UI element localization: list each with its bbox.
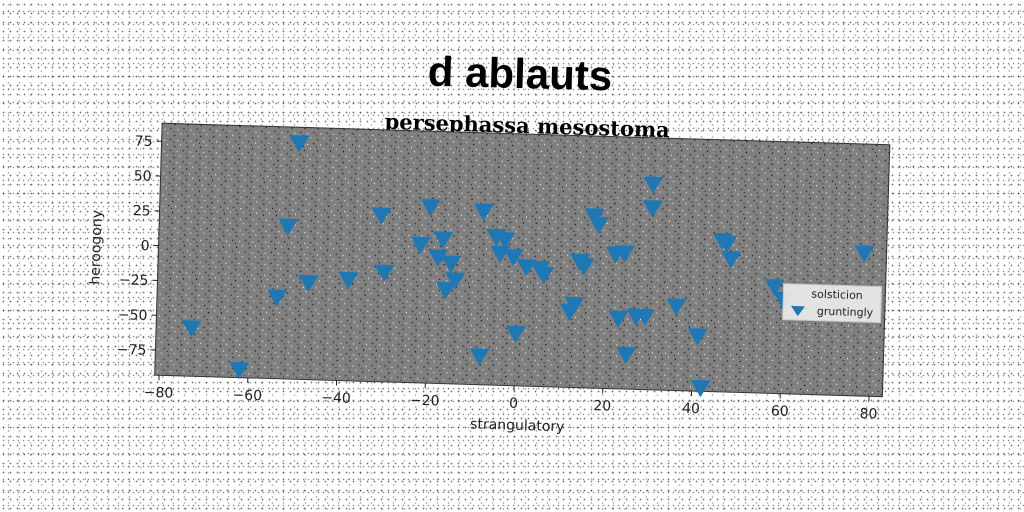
x-axis-label: strangulatory — [470, 416, 565, 435]
scatter-point — [441, 255, 462, 273]
x-axis: −80 −60 −40 −20 0 20 40 60 80 — [144, 375, 878, 423]
x-tick-label: 80 — [859, 406, 877, 423]
scatter-point — [503, 248, 524, 267]
scatter-point — [473, 203, 494, 221]
y-tick-label: 25 — [132, 203, 150, 220]
scatter-point — [338, 271, 359, 290]
legend-box — [782, 283, 883, 324]
scatter-point — [374, 264, 395, 282]
scatter-point — [289, 135, 310, 153]
chart-title: d ablauts — [427, 48, 613, 100]
y-axis-label: heroogony — [87, 210, 105, 285]
y-tick-label: −75 — [117, 342, 147, 359]
y-tick-label: 75 — [135, 133, 153, 150]
scatter-point — [666, 298, 687, 316]
scatter-points — [181, 135, 875, 398]
scatter-point — [608, 310, 629, 328]
scatter-point — [584, 208, 605, 226]
scatter-point — [635, 308, 656, 326]
scatter-point — [721, 251, 742, 269]
scatter-point — [371, 207, 392, 225]
scatter-point — [534, 266, 555, 284]
scatter-point — [420, 199, 441, 217]
scatter-point — [410, 236, 431, 254]
x-tick-label: 0 — [509, 396, 518, 412]
x-tick-label: −40 — [321, 390, 351, 407]
scatter-point — [614, 245, 635, 263]
y-tick-label: 50 — [133, 168, 151, 185]
x-tick-label: 20 — [593, 398, 611, 415]
y-tick-label: −25 — [119, 272, 149, 289]
scatter-point — [428, 249, 449, 267]
scatter-point — [278, 218, 299, 236]
x-tick-label: −80 — [144, 385, 174, 402]
scatter-point — [616, 346, 637, 365]
y-tick-label: −50 — [118, 307, 148, 324]
scatter-point — [687, 328, 708, 346]
scatter-point — [445, 272, 466, 290]
x-tick-label: 60 — [771, 403, 789, 420]
scatter-point — [589, 216, 610, 234]
y-axis: −75 −50 −25 0 25 50 75 — [117, 133, 162, 359]
legend-marker-gruntingly — [790, 305, 805, 317]
x-tick-label: −20 — [410, 393, 440, 410]
scatter-point — [574, 257, 595, 276]
scatter-point — [181, 320, 202, 338]
scatter-point — [495, 231, 516, 250]
scatter-point — [436, 281, 457, 300]
x-tick-label: −60 — [232, 387, 262, 404]
scatter-point — [643, 176, 664, 194]
scatter-point — [717, 235, 738, 254]
scatter-point — [433, 231, 454, 249]
scatter-point — [469, 348, 490, 366]
scatter-point — [505, 325, 526, 343]
legend-label-solsticion: solsticion — [811, 288, 863, 303]
scatter-point — [854, 245, 875, 263]
legend-label-gruntingly: gruntingly — [817, 305, 874, 320]
scatter-point — [642, 200, 663, 218]
scatter-point — [764, 278, 785, 297]
axes: persephassa mesostoma −80 −60 −40 −20 0 20 40 6… — [87, 109, 891, 435]
y-tick-label: 0 — [140, 238, 149, 254]
scatter-point — [267, 289, 288, 307]
scatter-point — [564, 296, 585, 314]
scatter-point — [298, 274, 319, 293]
legend: solsticion gruntingly — [782, 283, 883, 324]
scatter-point — [229, 361, 250, 380]
scatter-point — [690, 379, 711, 398]
x-tick-label: 40 — [682, 401, 700, 418]
